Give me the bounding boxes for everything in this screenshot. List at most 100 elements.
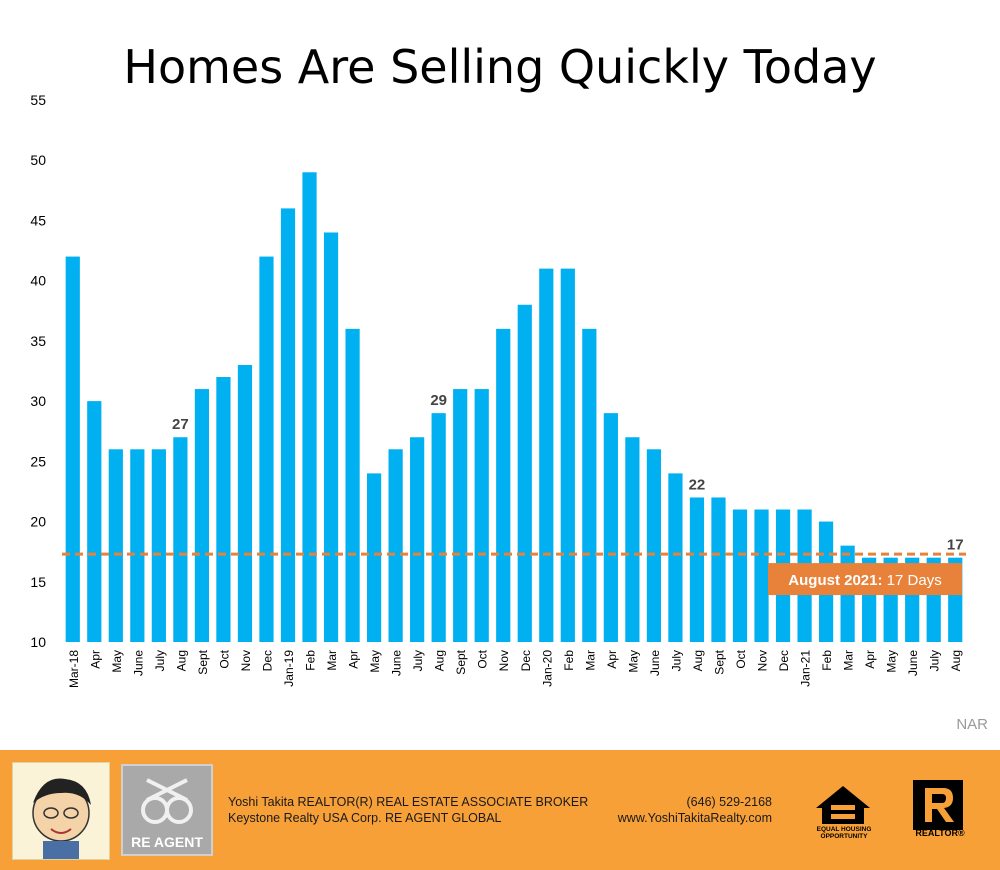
bar	[173, 437, 188, 642]
bar	[754, 509, 769, 642]
realtor-logo	[913, 780, 963, 830]
x-tick-label: July	[411, 650, 425, 671]
x-tick-label: Jan-19	[282, 650, 296, 687]
x-tick-label: Aug	[949, 650, 963, 671]
agent-company-line: Keystone Realty USA Corp. RE AGENT GLOBA…	[228, 811, 502, 825]
callout-text: August 2021: 17 Days	[788, 572, 941, 589]
bar	[216, 377, 231, 642]
x-tick-label: July	[153, 650, 167, 671]
x-tick-label: June	[648, 650, 662, 676]
x-tick-label: June	[390, 650, 404, 676]
bar	[560, 268, 575, 642]
x-tick-label: Apr	[605, 650, 619, 669]
x-tick-label: May	[368, 650, 382, 673]
contact-info: (646) 529-2168 www.YoshiTakitaRealty.com	[618, 794, 772, 826]
x-tick-label: Apr	[347, 650, 361, 669]
x-tick-label: Sept	[454, 649, 468, 674]
x-tick-label: Sept	[712, 649, 726, 674]
bar	[366, 473, 382, 642]
bar	[668, 473, 683, 642]
phone-number: (646) 529-2168	[686, 795, 772, 809]
data-labels: 27 29 22 17	[172, 392, 964, 554]
bar	[431, 413, 446, 642]
footer-bar: RE AGENT Yoshi Takita REALTOR(R) REAL ES…	[0, 750, 1000, 870]
x-tick-label: Nov	[239, 650, 253, 671]
y-axis: 10 15 20 25 30 35 40 45 50 55	[30, 92, 46, 650]
bar	[711, 497, 726, 642]
x-tick-label: June	[131, 650, 145, 676]
bar	[496, 328, 511, 642]
agent-name-line: Yoshi Takita REALTOR(R) REAL ESTATE ASSO…	[228, 795, 589, 809]
y-tick-label: 45	[30, 212, 46, 228]
data-label: 22	[689, 476, 706, 493]
website-link[interactable]: www.YoshiTakitaRealty.com	[617, 811, 772, 825]
bar	[517, 304, 532, 642]
x-tick-label: Feb	[562, 650, 576, 671]
callout-date: August 2021:	[788, 572, 882, 589]
x-tick-label: Mar	[842, 650, 856, 671]
x-tick-label: Jan-20	[540, 650, 554, 687]
bar	[151, 449, 166, 642]
y-tick-label: 15	[30, 574, 46, 590]
y-tick-label: 55	[30, 92, 46, 108]
callout: August 2021: 17 Days	[768, 563, 962, 596]
x-tick-label: Dec	[519, 650, 533, 671]
x-tick-label: Nov	[756, 650, 770, 671]
bar	[582, 328, 597, 642]
x-tick-label: May	[626, 650, 640, 673]
bar	[539, 268, 554, 642]
x-tick-label: Aug	[174, 650, 188, 671]
bar	[410, 437, 425, 642]
chart-title: Homes Are Selling Quickly Today	[123, 40, 877, 94]
data-label: 27	[172, 416, 189, 433]
bar	[237, 364, 253, 642]
x-tick-label: Aug	[691, 650, 705, 671]
y-tick-label: 50	[30, 152, 46, 168]
x-tick-label: Feb	[304, 650, 318, 671]
y-tick-label: 40	[30, 273, 46, 289]
x-tick-label: Jan-21	[799, 650, 813, 687]
x-tick-label: June	[906, 650, 920, 676]
x-tick-label: Apr	[88, 650, 102, 669]
y-tick-label: 30	[30, 393, 46, 409]
x-tick-label: Mar	[583, 650, 597, 671]
y-tick-label: 35	[30, 333, 46, 349]
x-axis: Mar-18 Apr May June July Aug Sept Oct Nov Dec Jan-…	[67, 649, 963, 688]
bar	[474, 389, 489, 642]
x-tick-label: Oct	[476, 649, 490, 668]
re-agent-logo: RE AGENT	[121, 764, 213, 856]
y-tick-label: 20	[30, 514, 46, 530]
bar	[646, 449, 662, 642]
x-tick-label: Oct	[217, 649, 231, 668]
y-tick-label: 25	[30, 453, 46, 469]
bar	[345, 328, 360, 642]
x-tick-label: Oct	[734, 649, 748, 668]
realtor-text: REALTOR®	[915, 828, 965, 838]
bar	[732, 509, 748, 642]
x-tick-label: July	[669, 650, 683, 671]
bar	[603, 413, 618, 642]
bar	[689, 497, 705, 642]
x-tick-label: Feb	[820, 650, 834, 671]
callout-box	[768, 563, 962, 596]
bar	[87, 401, 102, 642]
bar	[280, 208, 296, 642]
data-label: 17	[947, 537, 964, 554]
y-tick-label: 10	[30, 634, 46, 650]
data-label: 29	[430, 392, 447, 409]
x-tick-label: Sept	[196, 649, 210, 674]
x-tick-label: Dec	[777, 650, 791, 671]
x-tick-label: Apr	[863, 650, 877, 669]
agent-info: Yoshi Takita REALTOR(R) REAL ESTATE ASSO…	[228, 794, 588, 826]
bar	[453, 389, 468, 642]
bar	[130, 449, 145, 642]
agent-portrait	[12, 762, 110, 860]
bar	[323, 232, 339, 642]
bar	[194, 389, 210, 642]
x-tick-label: July	[928, 650, 942, 671]
bar	[302, 172, 317, 642]
callout-days: 17 Days	[883, 572, 942, 589]
x-tick-label: Nov	[497, 650, 511, 671]
x-tick-label: Mar-18	[67, 650, 81, 688]
bar-chart: 10 15 20 25 30 35 40 45 50 55 Mar-18 Apr May June Jul…	[30, 92, 966, 688]
